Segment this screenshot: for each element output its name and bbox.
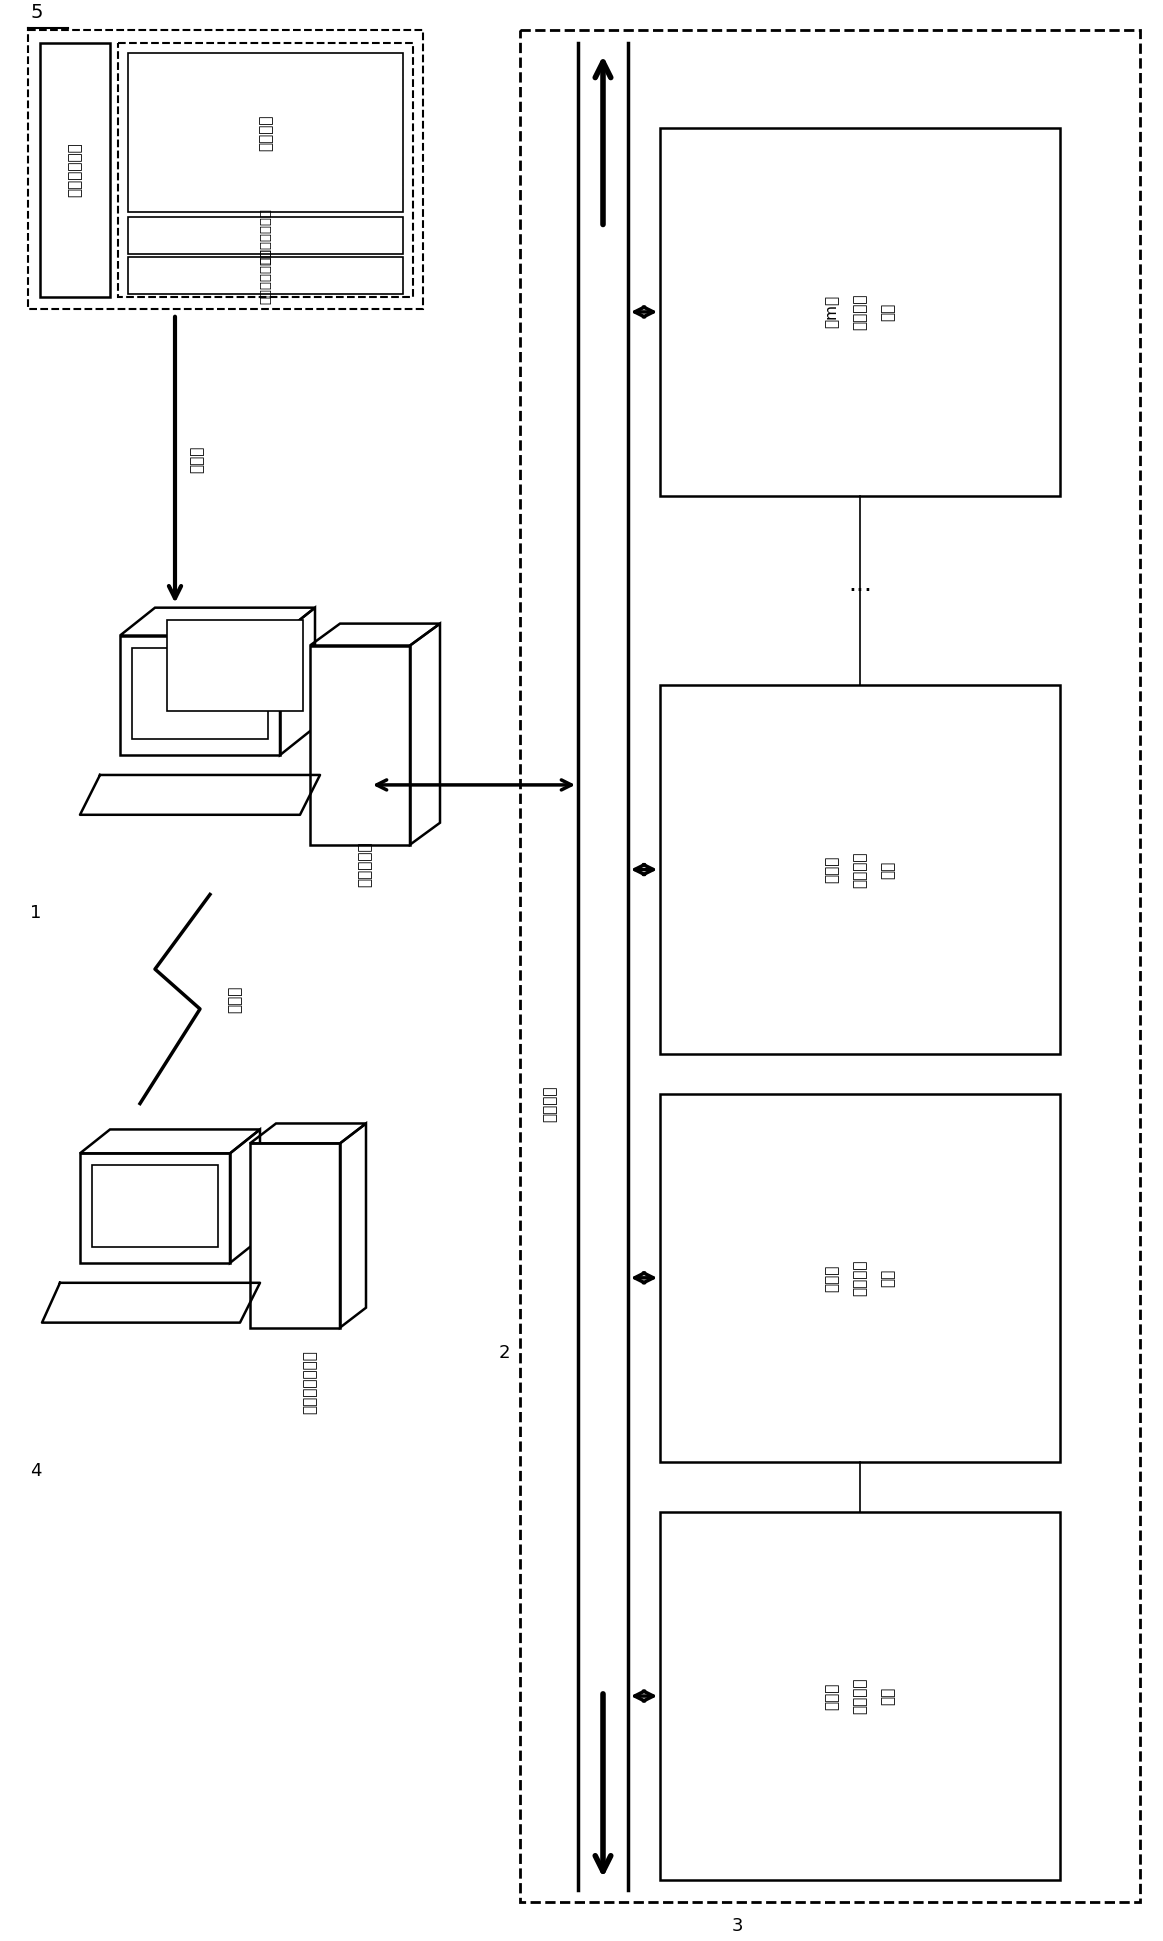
- Bar: [120, 635, 280, 755]
- Text: 4: 4: [30, 1462, 42, 1481]
- Text: 5: 5: [30, 4, 43, 21]
- Bar: [128, 256, 404, 293]
- Text: 总线板卡驱动包: 总线板卡驱动包: [259, 208, 272, 264]
- Text: 仪器: 仪器: [880, 1687, 896, 1704]
- Text: 3: 3: [732, 1918, 743, 1935]
- Bar: [250, 1143, 340, 1328]
- Text: 测试总线: 测试总线: [542, 1085, 557, 1122]
- Bar: [659, 1093, 1059, 1462]
- Text: 2: 2: [499, 1343, 511, 1361]
- Text: 远程控制计算机: 远程控制计算机: [302, 1351, 317, 1415]
- Text: 程控测试: 程控测试: [852, 1260, 868, 1297]
- Bar: [311, 646, 411, 844]
- Text: 仪器设备驱动包: 仪器设备驱动包: [259, 248, 272, 303]
- Text: 运行于: 运行于: [190, 446, 205, 474]
- Text: 程控测试: 程控测试: [852, 293, 868, 330]
- Text: 因特网: 因特网: [228, 986, 243, 1013]
- Bar: [131, 648, 267, 740]
- Bar: [520, 31, 1140, 1902]
- Bar: [117, 43, 413, 297]
- Text: 第三个: 第三个: [825, 856, 840, 883]
- Bar: [128, 52, 404, 212]
- Bar: [128, 217, 404, 254]
- Bar: [167, 619, 304, 710]
- Text: 第一个: 第一个: [825, 1683, 840, 1710]
- Text: 程控测试: 程控测试: [852, 852, 868, 887]
- Bar: [40, 43, 110, 297]
- Text: 主控计算机: 主控计算机: [357, 842, 372, 887]
- Text: 第m个: 第m个: [825, 295, 840, 328]
- Bar: [659, 685, 1059, 1054]
- Text: 操作系统: 操作系统: [258, 115, 273, 151]
- Text: 程控测试: 程控测试: [852, 1677, 868, 1714]
- Bar: [659, 128, 1059, 497]
- Text: 仪器: 仪器: [880, 303, 896, 320]
- Text: 仪器: 仪器: [880, 860, 896, 879]
- Bar: [28, 31, 423, 309]
- Bar: [659, 1512, 1059, 1881]
- Bar: [80, 1153, 230, 1264]
- Text: 测试软件系统: 测试软件系统: [67, 142, 83, 198]
- Text: 1: 1: [30, 905, 42, 922]
- Text: 仪器: 仪器: [880, 1269, 896, 1287]
- Text: ···: ···: [848, 578, 872, 604]
- Text: 第二个: 第二个: [825, 1264, 840, 1291]
- Bar: [92, 1165, 217, 1246]
